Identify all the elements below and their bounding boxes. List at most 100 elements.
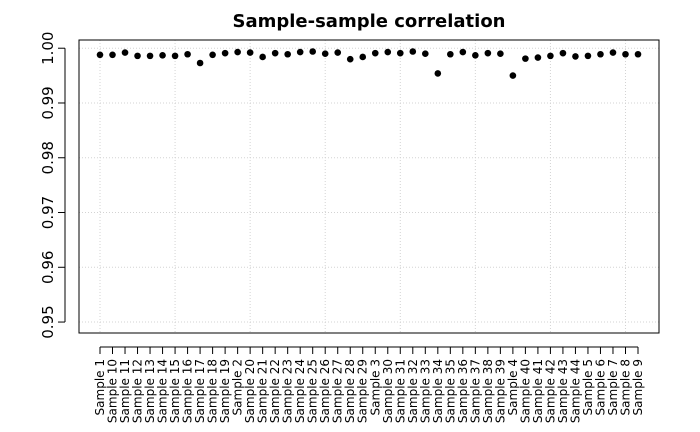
- data-point: [334, 49, 342, 56]
- x-tick-label: Sample 38: [481, 359, 495, 423]
- x-tick-label: Sample 28: [343, 359, 357, 423]
- data-point: [284, 50, 291, 58]
- chart-title: Sample-sample correlation: [232, 11, 505, 32]
- data-point: [434, 70, 442, 77]
- x-tick-label: Sample 31: [393, 359, 407, 423]
- x-tick-label: Sample 5: [581, 359, 595, 415]
- x-tick-label: Sample 39: [493, 359, 507, 423]
- x-tick-label: Sample 26: [318, 359, 332, 423]
- data-point: [121, 49, 129, 56]
- data-point: [509, 72, 517, 79]
- x-tick-label: Sample 21: [256, 359, 270, 423]
- data-point: [459, 48, 467, 56]
- data-point: [384, 48, 392, 56]
- data-point: [259, 53, 266, 61]
- x-tick-label: Sample 42: [543, 359, 557, 423]
- data-point: [246, 49, 254, 56]
- x-tick-label: Sample 9: [631, 359, 645, 415]
- y-tick-label: 0.96: [39, 251, 57, 284]
- data-points: [96, 48, 642, 79]
- x-tick-label: Sample 41: [531, 359, 545, 423]
- data-point: [396, 49, 404, 57]
- data-point: [159, 52, 166, 59]
- data-point: [371, 49, 379, 57]
- x-tick-label: Sample 6: [593, 359, 607, 415]
- x-tick-label: Sample 43: [556, 359, 570, 423]
- x-tick-label: Sample 10: [106, 359, 120, 423]
- x-tick-label: Sample 35: [443, 359, 457, 423]
- x-tick-label: Sample 23: [281, 359, 295, 423]
- data-point: [309, 48, 316, 55]
- x-tick-label: Sample 13: [143, 359, 157, 423]
- data-point: [109, 51, 116, 59]
- x-tick-label: Sample 2: [231, 359, 245, 415]
- x-tick-label: Sample 29: [356, 359, 370, 423]
- x-tick-label: Sample 40: [518, 359, 532, 423]
- x-tick-label: Sample 36: [456, 359, 470, 423]
- data-point: [622, 50, 629, 58]
- data-point: [196, 59, 204, 67]
- x-tick-label: Sample 4: [506, 359, 520, 415]
- data-point: [559, 49, 567, 57]
- data-point: [634, 50, 642, 58]
- x-tick-label: Sample 22: [268, 359, 282, 423]
- x-tick-label: Sample 32: [406, 359, 420, 423]
- x-tick-label: Sample 15: [168, 359, 182, 423]
- x-tick-label: Sample 44: [568, 359, 582, 423]
- y-tick-label: 0.97: [39, 196, 57, 229]
- data-point: [346, 55, 354, 63]
- data-point: [96, 51, 104, 59]
- data-point: [321, 50, 329, 57]
- x-tick-label: Sample 16: [181, 359, 195, 423]
- data-point: [522, 55, 529, 62]
- x-tick-label: Sample 12: [131, 359, 145, 423]
- data-point: [171, 52, 179, 60]
- x-tick-label: Sample 27: [331, 359, 345, 423]
- x-tick-label: Sample 37: [468, 359, 482, 423]
- x-tick-label: Sample 17: [193, 359, 207, 423]
- data-point: [609, 49, 617, 56]
- x-tick-label: Sample 18: [206, 359, 220, 423]
- y-tick-label: 0.99: [39, 86, 57, 119]
- x-tick-label: Sample 3: [368, 359, 382, 415]
- data-point: [221, 49, 229, 57]
- data-point: [209, 51, 216, 59]
- x-tick-label: Sample 19: [218, 359, 232, 423]
- x-tick-label: Sample 11: [118, 359, 132, 423]
- x-tick-label: Sample 30: [381, 359, 395, 423]
- data-point: [184, 50, 191, 58]
- data-point: [447, 50, 454, 58]
- data-point: [234, 48, 241, 56]
- grid-layer: [79, 40, 659, 333]
- y-tick-label: 1.00: [39, 32, 57, 65]
- x-tick-label: Sample 20: [243, 359, 257, 423]
- data-point: [422, 50, 429, 57]
- data-point: [534, 54, 542, 61]
- data-point: [296, 48, 304, 56]
- data-point: [497, 50, 504, 57]
- plot-frame: [78, 39, 660, 334]
- data-point: [572, 53, 579, 60]
- x-tick-label: Sample 7: [606, 359, 620, 415]
- data-point: [547, 52, 554, 60]
- data-point: [472, 52, 479, 59]
- data-point: [484, 49, 492, 57]
- data-point: [409, 48, 417, 55]
- x-tick-label: Sample 33: [418, 359, 432, 423]
- x-tick-label: Sample 1: [93, 359, 107, 415]
- y-tick-label: 0.95: [39, 305, 57, 338]
- x-tick-label: Sample 25: [306, 359, 320, 423]
- data-point: [584, 52, 592, 60]
- data-point: [146, 52, 154, 60]
- y-tick-label: 0.98: [39, 141, 57, 174]
- data-point: [134, 52, 141, 60]
- x-tick-label: Sample 24: [293, 359, 307, 423]
- data-point: [597, 50, 604, 58]
- x-tick-label: Sample 14: [156, 359, 170, 423]
- data-point: [359, 53, 367, 61]
- x-tick-label: Sample 8: [618, 359, 632, 415]
- data-point: [271, 49, 279, 57]
